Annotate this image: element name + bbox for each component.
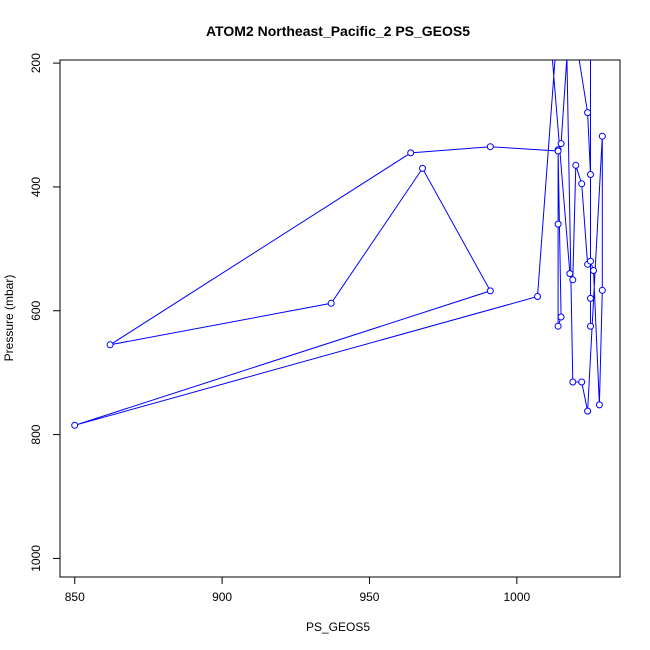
data-point (590, 267, 597, 274)
data-point (557, 313, 565, 321)
y-tick-label: 800 (29, 424, 43, 444)
data-point (106, 341, 114, 349)
data-point (598, 132, 606, 140)
data-point (578, 378, 586, 386)
data-point (327, 299, 335, 307)
data-point (486, 287, 494, 295)
x-tick-label: 950 (359, 590, 379, 604)
x-tick-label: 900 (212, 590, 232, 604)
data-point (595, 401, 603, 409)
data-point (71, 421, 79, 429)
data-point (587, 322, 594, 330)
data-point (534, 293, 541, 300)
data-point (407, 149, 415, 157)
data-point (554, 147, 562, 155)
data-point (598, 286, 606, 294)
data-point (587, 257, 594, 265)
x-axis: 850 900 950 1000 (65, 577, 531, 604)
data-point (569, 276, 577, 284)
data-point (569, 378, 577, 386)
x-tick-label: 1000 (503, 590, 530, 604)
y-tick-label: 200 (29, 53, 43, 73)
y-axis-label: Pressure (mbar) (2, 275, 16, 362)
data-point (587, 294, 594, 302)
data-point (584, 407, 592, 415)
data-point (566, 270, 574, 278)
y-tick-label: 1000 (29, 545, 43, 572)
data-point (486, 143, 494, 151)
data-point (572, 161, 580, 169)
data-point (578, 180, 586, 188)
x-axis-label: PS_GEOS5 (306, 620, 370, 634)
y-tick-label: 400 (29, 177, 43, 197)
data-point (587, 171, 594, 178)
data-series (71, 60, 606, 429)
data-point (419, 164, 426, 172)
data-point (554, 220, 562, 228)
chart-title: ATOM2 Northeast_Pacific_2 PS_GEOS5 (206, 23, 470, 39)
data-point (554, 322, 562, 330)
data-point (557, 140, 565, 148)
x-tick-label: 850 (65, 590, 85, 604)
y-tick-label: 600 (29, 300, 43, 320)
data-point (584, 109, 592, 117)
series-line (74, 60, 603, 426)
y-axis: 200 400 600 800 1000 (29, 53, 60, 572)
plot-frame (59, 59, 621, 578)
